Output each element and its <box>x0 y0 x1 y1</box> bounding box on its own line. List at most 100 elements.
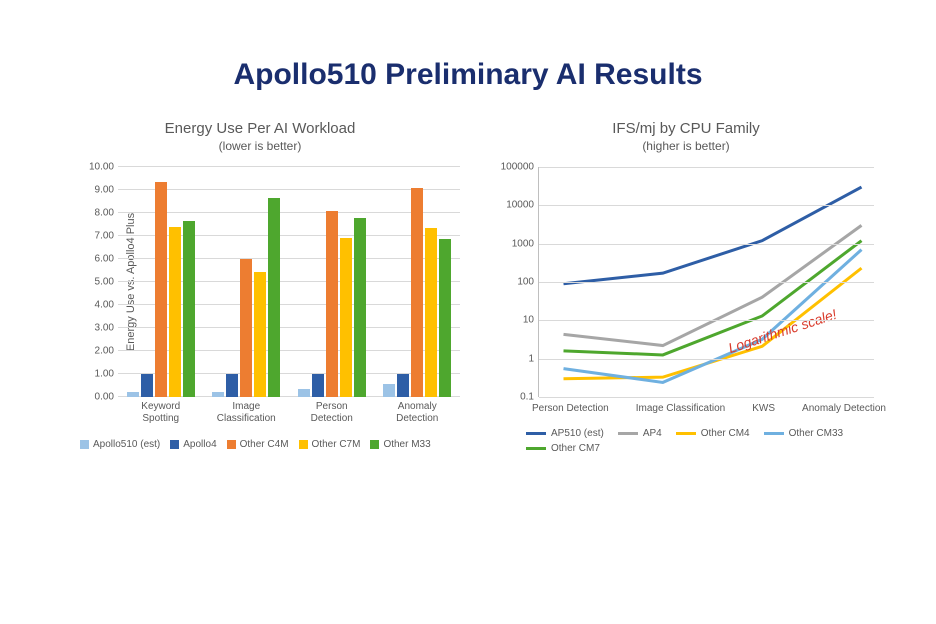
bar-xlabel: PersonDetection <box>294 401 369 425</box>
bar-legend-item: Other C4M <box>227 439 289 450</box>
page-title: Apollo510 Preliminary AI Results <box>0 0 936 92</box>
line-xlabel: Image Classification <box>636 403 725 414</box>
line-gridline <box>539 359 874 360</box>
bar <box>425 228 437 397</box>
bar-group <box>123 182 198 397</box>
legend-label: Other M33 <box>383 439 430 450</box>
bar <box>312 374 324 397</box>
bar-ytick: 2.00 <box>95 346 114 357</box>
legend-swatch <box>80 440 89 449</box>
line-legend-item: Other CM7 <box>526 443 600 454</box>
bar-xlabels: KeywordSpotting ImageClassification Person… <box>118 401 460 425</box>
line-xlabels: Person Detection Image Classification KWS A… <box>532 403 886 414</box>
bar <box>212 392 224 397</box>
line-gridline <box>539 205 874 206</box>
bar-ytick: 9.00 <box>95 185 114 196</box>
bar-plot-area: Energy Use vs. Apollo4 Plus 0.001.002.00… <box>84 167 460 397</box>
legend-label: Other CM4 <box>701 428 750 439</box>
line-ytick: 100000 <box>501 162 534 173</box>
bar <box>127 392 139 397</box>
bar <box>254 272 266 397</box>
bar <box>439 239 451 397</box>
legend-swatch <box>170 440 179 449</box>
legend-swatch <box>227 440 236 449</box>
bar-ytick: 7.00 <box>95 231 114 242</box>
legend-line <box>676 432 696 435</box>
line-chart-title: IFS/mj by CPU Family <box>486 120 886 137</box>
bar-ytick: 6.00 <box>95 254 114 265</box>
legend-swatch <box>370 440 379 449</box>
line-legend-item: AP510 (est) <box>526 428 604 439</box>
bar <box>326 211 338 397</box>
bar-group <box>209 198 284 397</box>
bar-group <box>294 211 369 397</box>
legend-swatch <box>299 440 308 449</box>
legend-label: Apollo510 (est) <box>93 439 160 450</box>
bar <box>226 374 238 397</box>
bar-legend: Apollo510 (est) Apollo4 Other C4M Other C7M… <box>80 439 460 450</box>
bar-legend-item: Other M33 <box>370 439 430 450</box>
legend-label: Other C4M <box>240 439 289 450</box>
line-ytick: 0.1 <box>520 392 534 403</box>
legend-label: Other CM33 <box>789 428 843 439</box>
line-gridline <box>539 282 874 283</box>
bar <box>268 198 280 397</box>
line-xlabel: Anomaly Detection <box>802 403 886 414</box>
line-legend-item: Other CM33 <box>764 428 843 439</box>
legend-line <box>526 447 546 450</box>
legend-line <box>764 432 784 435</box>
bar-legend-item: Apollo4 <box>170 439 216 450</box>
bar-legend-item: Other C7M <box>299 439 361 450</box>
legend-label: AP510 (est) <box>551 428 604 439</box>
bar <box>169 227 181 397</box>
bar <box>298 389 310 397</box>
line-xlabel: Person Detection <box>532 403 609 414</box>
legend-label: Other C7M <box>312 439 361 450</box>
bar <box>155 182 167 397</box>
bar-chart: Energy Use Per AI Workload (lower is bet… <box>60 120 460 454</box>
bar <box>397 374 409 397</box>
bar-ytick: 0.00 <box>95 392 114 403</box>
line-plot-wrap: 0.1110100100010000100000 Logarithmic sca… <box>492 167 886 397</box>
legend-label: Apollo4 <box>183 439 216 450</box>
line-xlabel: KWS <box>752 403 775 414</box>
line-chart: IFS/mj by CPU Family (higher is better) … <box>486 120 886 454</box>
bar-ytick: 10.00 <box>89 162 114 173</box>
bar-ytick: 3.00 <box>95 323 114 334</box>
bar-xlabel: KeywordSpotting <box>123 401 198 425</box>
line-ytick: 100 <box>517 277 534 288</box>
bar-ytick: 4.00 <box>95 300 114 311</box>
bar <box>183 221 195 397</box>
line-ytick: 1 <box>528 353 534 364</box>
bar-group <box>380 188 455 397</box>
bar-legend-item: Apollo510 (est) <box>80 439 160 450</box>
legend-label: Other CM7 <box>551 443 600 454</box>
bar-xlabel: ImageClassification <box>209 401 284 425</box>
line-plot-area: Logarithmic scale! <box>538 167 886 397</box>
line-yaxis: 0.1110100100010000100000 <box>492 167 538 397</box>
line-gridline <box>539 320 874 321</box>
bar <box>141 374 153 397</box>
line-legend-item: Other CM4 <box>676 428 750 439</box>
bar <box>383 384 395 397</box>
charts-row: Energy Use Per AI Workload (lower is bet… <box>0 92 936 454</box>
bar-ytick: 8.00 <box>95 208 114 219</box>
line-chart-subtitle: (higher is better) <box>486 139 886 153</box>
legend-line <box>618 432 638 435</box>
bar-ytick: 5.00 <box>95 277 114 288</box>
line-gridline <box>539 397 874 398</box>
line-legend-item: AP4 <box>618 428 662 439</box>
bar <box>411 188 423 397</box>
bar-xlabel: AnomalyDetection <box>380 401 455 425</box>
line-series <box>563 187 861 284</box>
bar-groups <box>118 167 460 397</box>
bar-chart-title: Energy Use Per AI Workload <box>60 120 460 137</box>
bar <box>354 218 366 397</box>
line-ytick: 10 <box>523 315 534 326</box>
line-gridline <box>539 167 874 168</box>
line-gridline <box>539 244 874 245</box>
line-ytick: 1000 <box>512 238 534 249</box>
line-ytick: 10000 <box>506 200 534 211</box>
bar-ytick: 1.00 <box>95 369 114 380</box>
bar <box>240 259 252 397</box>
